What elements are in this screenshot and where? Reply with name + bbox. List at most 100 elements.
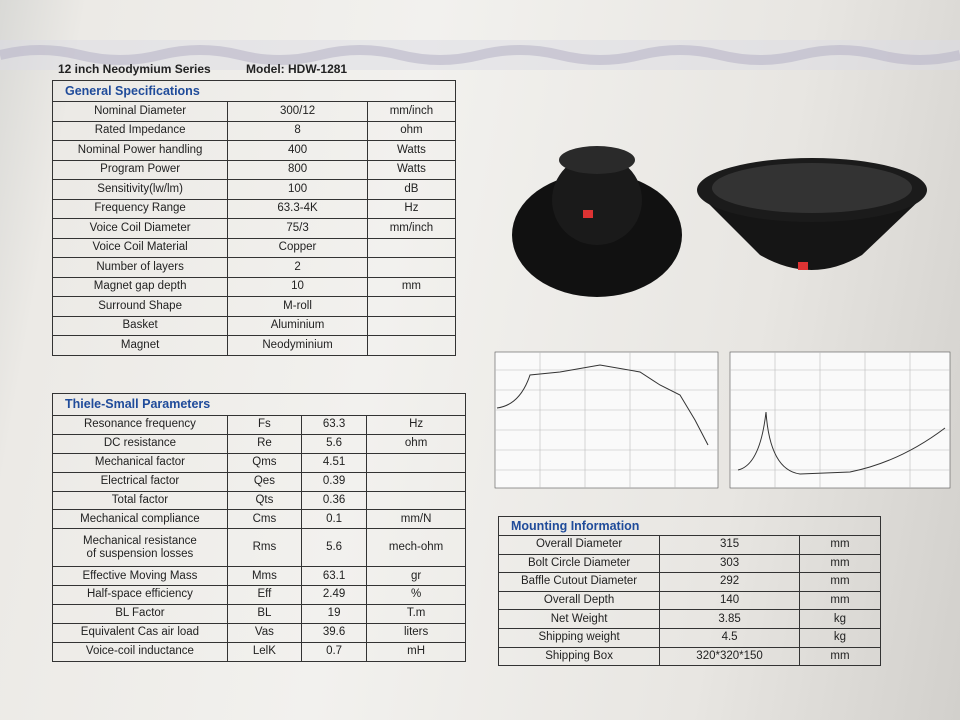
param-value: Vas [226,622,302,643]
param-value: mm/inch [366,101,457,122]
param-value: M-roll [227,296,368,317]
param-label: Basket [51,315,229,336]
param-value: 75/3 [227,218,368,239]
param-label: Mechanical factor [52,452,228,473]
param-value: mm [798,535,882,555]
param-value: 0.7 [300,641,368,662]
empty-cell [366,335,457,356]
thiele-table: Thiele-Small Parameters Resonance frequen… [52,393,466,662]
param-value: mm/N [366,509,466,530]
param-value: Qms [226,452,302,473]
param-value: Mms [226,566,302,587]
param-value: mm [798,553,882,574]
param-value: 0.36 [300,490,368,511]
frequency-graph [494,351,719,489]
param-value: Eff [226,585,302,605]
param-value: liters [366,622,466,643]
param-value: 2.49 [300,585,368,605]
param-label: Voice Coil Material [51,237,229,258]
param-value: 800 [227,159,368,180]
param-label: Nominal Diameter [51,101,229,122]
param-value: ohm [366,433,466,454]
mounting-table: Mounting Information Overall Diameter 315 m… [497,516,882,667]
section-title: Thiele-Small Parameters [52,393,466,416]
param-label: Program Power [51,159,229,180]
param-label: Equivalent Cas air load [52,622,228,643]
param-value: 140 [659,590,800,611]
param-value: Hz [366,415,466,435]
empty-cell [366,237,457,258]
param-value: kg [798,609,882,629]
param-value: 63.1 [300,566,368,587]
param-value: BL [226,603,302,624]
param-value: Qes [226,471,302,492]
param-value: T.m [366,603,466,624]
param-value: Neodyminium [227,335,368,356]
param-value: 63.3 [300,415,368,435]
param-value: gr [366,566,466,587]
param-label: Half-space efficiency [52,585,228,605]
param-value: 4.5 [659,627,800,648]
empty-cell [366,315,457,336]
param-value: Re [226,433,302,454]
param-value: 5.6 [300,433,368,454]
param-label: Magnet [51,335,229,356]
param-value: Watts [366,159,457,180]
param-value: 315 [659,535,800,555]
param-value: mech-ohm [366,528,466,568]
param-value: kg [798,627,882,648]
param-value: 5.6 [300,528,368,568]
param-value: mm [798,590,882,611]
impedance-graph [729,351,951,489]
param-value: LelK [226,641,302,662]
param-value: 4.51 [300,452,368,473]
model: Model: HDW-1281 [246,62,348,76]
empty-cell [366,452,466,473]
param-value: 320*320*150 [659,646,800,667]
param-label: Resonance frequency [52,415,228,435]
param-label: Mechanical resistance of suspension loss… [52,528,228,568]
param-label: Overall Depth [497,590,661,611]
param-value: 300/12 [227,101,368,122]
param-label: Voice Coil Diameter [51,218,229,239]
param-value: mm [798,572,882,592]
empty-cell [366,490,466,511]
param-value: % [366,585,466,605]
param-value: 19 [300,603,368,624]
param-value: mm/inch [366,218,457,239]
series: 12 inch Neodymium Series [58,62,211,76]
empty-cell [366,296,457,317]
param-value: 3.85 [659,609,800,629]
param-label: Rated Impedance [51,120,229,141]
param-value: 400 [227,140,368,161]
param-value: Aluminium [227,315,368,336]
param-label: Number of layers [51,257,229,278]
param-label: Nominal Power handling [51,140,229,161]
section-title: Mounting Information [498,516,881,536]
param-label: Effective Moving Mass [52,566,228,587]
param-value: 0.39 [300,471,368,492]
section-title: General Specifications [52,80,456,102]
param-label: Sensitivity(lw/lm) [51,179,229,200]
param-label: Total factor [52,490,228,511]
param-value: 2 [227,257,368,278]
param-label: Baffle Cutout Diameter [497,572,661,592]
general-table: General Specifications Nominal Diameter 30… [51,80,457,356]
param-value: mH [366,641,466,662]
param-value: 8 [227,120,368,141]
param-value: Fs [226,415,302,435]
param-value: Copper [227,237,368,258]
param-label: Surround Shape [51,296,229,317]
param-value: Watts [366,140,457,161]
param-value: Rms [226,528,302,568]
param-label: Frequency Range [51,198,229,219]
speaker-front [697,158,927,270]
speaker-rear [512,146,682,297]
param-label: Electrical factor [52,471,228,492]
param-label: Mechanical compliance [52,509,228,530]
param-label: DC resistance [52,433,228,454]
empty-cell [366,257,457,278]
param-value: 63.3-4K [227,198,368,219]
